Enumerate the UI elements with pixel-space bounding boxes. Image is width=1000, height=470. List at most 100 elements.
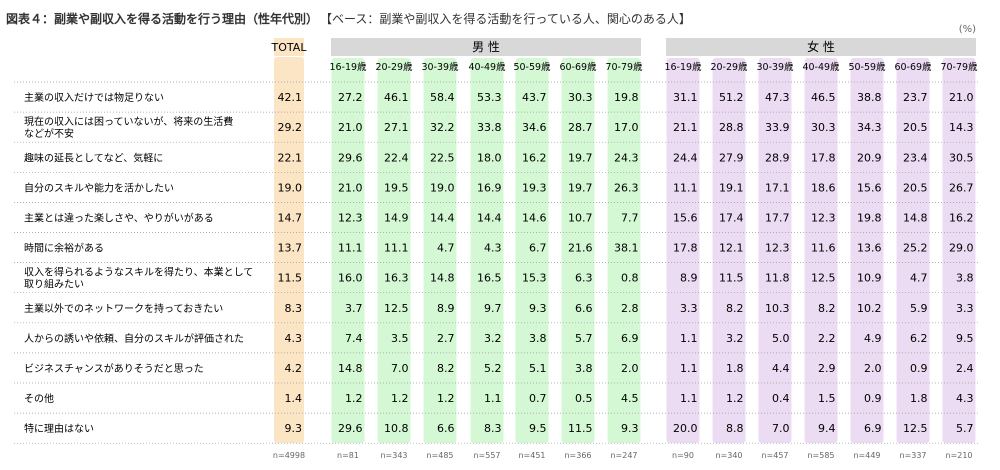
cell-value: 30.5	[949, 151, 974, 164]
cell-value: 10.7	[568, 211, 593, 224]
cell-value: 11.6	[811, 242, 836, 255]
row-label: 収入を得られるようなスキルを得たり、本業として	[24, 266, 253, 279]
cell-value: 19.5	[384, 181, 409, 194]
cell-value: 14.3	[949, 121, 974, 134]
sample-size: n=210	[945, 451, 972, 460]
cell-value: 21.0	[338, 121, 363, 134]
cell-value: 17.0	[614, 121, 639, 134]
cell-value: 14.8	[338, 362, 363, 375]
cell-value: 27.1	[384, 121, 409, 134]
cell-value: 10.3	[765, 302, 790, 315]
column-band	[942, 58, 976, 443]
cell-value: 3.2	[484, 332, 502, 345]
cell-value: 1.1	[680, 332, 698, 345]
sample-size: n=457	[761, 451, 788, 460]
cell-value: 12.1	[719, 242, 744, 255]
cell-value: 4.3	[285, 332, 303, 345]
cell-value: 43.7	[522, 91, 547, 104]
cell-value: 14.4	[477, 211, 502, 224]
cell-value: 23.4	[903, 151, 928, 164]
figure-base-note: 【ベース：副業や副収入を得る活動を行っている人、関心のある人】	[326, 12, 691, 26]
cell-value: 12.3	[811, 211, 836, 224]
cell-value: 14.6	[522, 211, 547, 224]
column-header: 20-29歳	[710, 61, 748, 73]
cell-value: 12.5	[903, 422, 928, 435]
row-label: 主業の収入だけでは物足りない	[24, 91, 164, 104]
sample-size: n=485	[426, 451, 453, 460]
cell-value: 8.8	[726, 422, 744, 435]
cell-value: 1.2	[726, 392, 744, 405]
cell-value: 8.2	[726, 302, 744, 315]
cell-value: 18.0	[477, 151, 502, 164]
row-label: ビジネスチャンスがありそうだと思った	[24, 362, 204, 375]
cell-value: 22.4	[384, 151, 409, 164]
column-band	[607, 58, 641, 443]
cell-value: 3.2	[726, 332, 744, 345]
cell-value: 12.3	[338, 211, 363, 224]
cell-value: 10.2	[857, 302, 882, 315]
cell-value: 8.2	[818, 302, 836, 315]
cell-value: 14.9	[384, 211, 409, 224]
cell-value: 6.9	[621, 332, 639, 345]
cell-value: 38.1	[614, 242, 639, 255]
cell-value: 0.8	[621, 272, 639, 285]
cell-value: 19.7	[568, 151, 593, 164]
cell-value: 4.4	[772, 362, 790, 375]
cell-value: 1.5	[818, 392, 836, 405]
row-label: 自分のスキルや能力を活かしたい	[24, 181, 174, 194]
cell-value: 6.9	[864, 422, 882, 435]
unit-label: (%)	[958, 24, 976, 35]
cell-value: 17.1	[765, 181, 790, 194]
cell-value: 3.8	[575, 362, 593, 375]
cell-value: 16.9	[477, 181, 502, 194]
row-label: 主業とは違った楽しさや、やりがいがある	[24, 211, 214, 224]
cell-value: 1.1	[484, 392, 502, 405]
cell-value: 17.7	[765, 211, 790, 224]
cell-value: 28.9	[765, 151, 790, 164]
cell-value: 2.7	[437, 332, 455, 345]
sample-size: n=366	[564, 451, 591, 460]
column-header: 16-19歳	[329, 61, 367, 73]
cell-value: 3.3	[956, 302, 974, 315]
cell-value: 20.5	[903, 181, 928, 194]
cell-value: 27.9	[719, 151, 744, 164]
cell-value: 2.4	[956, 362, 974, 375]
column-header: 16-19歳	[664, 61, 702, 73]
column-band	[850, 58, 884, 443]
cell-value: 21.0	[338, 181, 363, 194]
sample-size: n=343	[380, 451, 407, 460]
cell-value: 4.3	[956, 392, 974, 405]
cell-value: 11.1	[338, 242, 363, 255]
sample-size: n=337	[899, 451, 926, 460]
column-band	[470, 58, 504, 443]
column-header: 30-39歳	[756, 61, 794, 73]
row-label-cont: などが不安	[24, 127, 74, 140]
cell-value: 6.6	[575, 302, 593, 315]
female-header-label: 女 性	[807, 39, 835, 54]
cell-value: 12.5	[384, 302, 409, 315]
cell-value: 2.0	[864, 362, 882, 375]
cell-value: 6.7	[529, 242, 547, 255]
cell-value: 0.5	[575, 392, 593, 405]
cell-value: 9.5	[529, 422, 547, 435]
cell-value: 3.5	[391, 332, 409, 345]
cell-value: 2.2	[818, 332, 836, 345]
sample-size: n=4998	[273, 451, 305, 460]
cell-value: 16.2	[949, 211, 974, 224]
cell-value: 32.2	[430, 121, 455, 134]
cell-value: 18.6	[811, 181, 836, 194]
cell-value: 19.8	[614, 91, 639, 104]
cell-value: 47.3	[765, 91, 790, 104]
cell-value: 4.5	[621, 392, 639, 405]
cell-value: 24.3	[614, 151, 639, 164]
cell-value: 0.7	[529, 392, 547, 405]
cell-value: 24.4	[673, 151, 698, 164]
cell-value: 12.3	[765, 242, 790, 255]
cell-value: 12.5	[811, 272, 836, 285]
column-header: 30-39歳	[421, 61, 459, 73]
row-label: 現在の収入には困っていないが、将来の生活費	[24, 115, 233, 128]
cell-value: 26.7	[949, 181, 974, 194]
cell-value: 29.2	[278, 121, 303, 134]
column-header: 50-59歳	[848, 61, 886, 73]
